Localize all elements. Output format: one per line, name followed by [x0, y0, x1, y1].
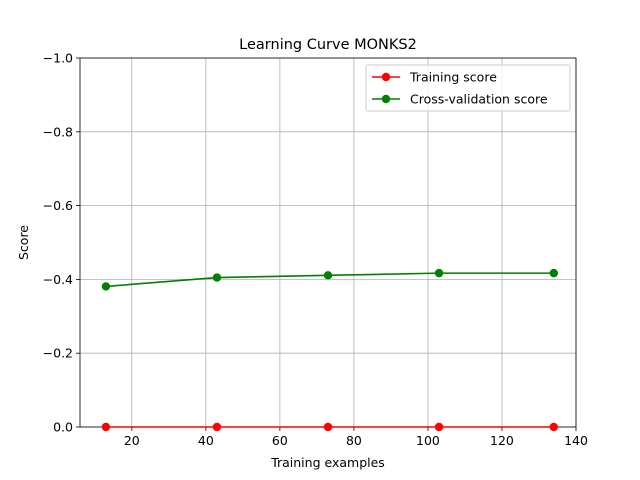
- data-point: [101, 282, 111, 291]
- x-tick-label: 40: [198, 433, 214, 448]
- data-point: [434, 268, 444, 278]
- x-tick-label: 20: [124, 433, 140, 448]
- y-tick-label: −0.4: [43, 272, 73, 287]
- x-tick-label: 60: [272, 433, 288, 448]
- data-point: [323, 271, 333, 280]
- y-axis-label: Score: [16, 225, 31, 260]
- data-point: [212, 273, 222, 282]
- chart-title: Learning Curve MONKS2: [239, 37, 417, 53]
- y-tick-label: −0.6: [43, 198, 73, 213]
- data-point: [549, 268, 558, 278]
- x-tick-label: 140: [564, 433, 588, 448]
- y-tick-label: −1.0: [43, 51, 73, 66]
- legend-label: Training score: [409, 70, 497, 85]
- y-tick-label: 0.0: [53, 420, 73, 435]
- x-tick-label: 80: [346, 433, 362, 448]
- x-tick-label: 100: [416, 433, 440, 448]
- data-point: [434, 422, 444, 432]
- legend: Training score Cross-validation score: [365, 64, 571, 112]
- y-tick-label: −0.2: [43, 346, 73, 361]
- x-tick-label: 120: [490, 433, 514, 448]
- data-point: [323, 422, 333, 432]
- y-tick-label: −0.8: [43, 124, 73, 139]
- x-axis-label: Training examples: [270, 455, 385, 470]
- data-point: [549, 422, 558, 432]
- legend-box: [365, 64, 571, 112]
- data-point: [101, 422, 111, 432]
- series-layer: [101, 268, 558, 432]
- data-point: [212, 422, 222, 432]
- legend-marker: [381, 94, 391, 104]
- legend-label: Cross-validation score: [410, 92, 548, 107]
- legend-marker: [381, 72, 391, 82]
